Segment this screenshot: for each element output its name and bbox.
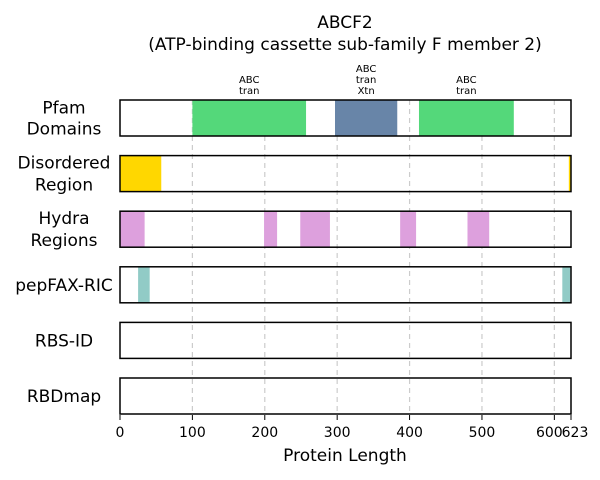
domain-label: ABC — [239, 75, 260, 86]
chart-title: ABCF2(ATP-binding cassette sub-family F … — [148, 13, 542, 55]
track-label: Domains — [27, 120, 102, 140]
track-frame — [119, 154, 572, 193]
domain-label: tran — [356, 75, 377, 86]
domain-label: tran — [456, 86, 477, 97]
x-tick-label: 300 — [324, 425, 351, 441]
tracks: ABCtranABCtranXtnABCtranPfamDomainsDisor… — [15, 64, 572, 415]
track-segment — [400, 211, 417, 248]
track-segment — [264, 211, 278, 248]
track-segment — [120, 211, 145, 248]
track-label: Disordered — [18, 154, 111, 174]
track: RBDmap — [27, 377, 572, 415]
x-tick-label: 623 — [562, 425, 589, 441]
track-label: RBS-ID — [35, 331, 93, 351]
track-frame — [119, 99, 572, 137]
track-segment — [138, 266, 150, 303]
x-axis-label: Protein Length — [283, 446, 407, 466]
chart-title-line: ABCF2 — [317, 13, 372, 33]
track-frame — [119, 210, 572, 248]
track-frame — [119, 377, 572, 415]
track-segment — [467, 211, 490, 248]
track-label: Pfam — [42, 99, 85, 119]
track-segment — [418, 100, 514, 136]
track-segment — [300, 211, 330, 248]
track: pepFAX-RIC — [15, 266, 572, 304]
track-segment — [192, 100, 307, 136]
track-label: Region — [35, 176, 93, 196]
track-label: Hydra — [38, 209, 89, 229]
x-tick-label: 400 — [396, 425, 423, 441]
domain-label: ABC — [356, 64, 377, 75]
track-label: pepFAX-RIC — [15, 276, 113, 296]
gridlines — [191, 100, 555, 415]
track: RBS-ID — [35, 321, 572, 360]
track-frame — [119, 321, 572, 360]
track-label: RBDmap — [27, 387, 101, 407]
x-tick-label: 0 — [116, 425, 125, 441]
x-tick-label: 200 — [251, 425, 278, 441]
track-frame — [119, 266, 572, 304]
domain-label: tran — [239, 86, 260, 97]
chart-title-line: (ATP-binding cassette sub-family F membe… — [148, 35, 542, 55]
domain-label: Xtn — [358, 86, 375, 97]
x-tick-label: 100 — [179, 425, 206, 441]
track-segment — [120, 155, 162, 192]
track-segment — [335, 100, 398, 136]
track-segment — [562, 266, 571, 303]
domain-label: ABC — [456, 75, 477, 86]
track-label: Regions — [30, 231, 97, 251]
track-segment — [568, 155, 571, 192]
x-tick-label: 600 — [536, 425, 563, 441]
x-tick-label: 500 — [469, 425, 496, 441]
